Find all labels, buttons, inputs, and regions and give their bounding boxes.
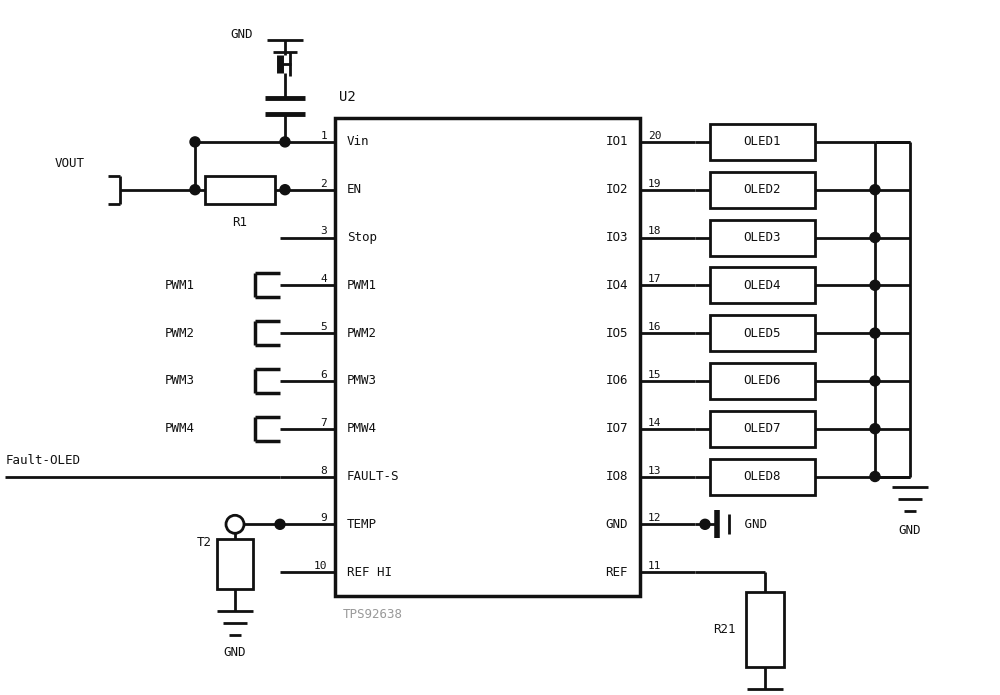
Text: 19: 19 [648,179,662,189]
FancyBboxPatch shape [710,220,815,256]
Text: IO6: IO6 [606,375,628,387]
Text: T2: T2 [197,537,212,549]
Text: EN: EN [347,183,362,196]
Text: 11: 11 [648,561,662,571]
FancyBboxPatch shape [710,124,815,160]
Text: PMW3: PMW3 [347,375,377,387]
Text: GND: GND [224,646,246,660]
Text: IO2: IO2 [606,183,628,196]
Text: 20: 20 [648,131,662,141]
Text: PWM4: PWM4 [165,422,195,435]
Text: 13: 13 [648,466,662,475]
FancyBboxPatch shape [710,363,815,399]
Text: 5: 5 [320,322,327,332]
Circle shape [870,471,880,482]
Text: IO5: IO5 [606,327,628,340]
Text: U2: U2 [339,90,356,104]
Text: Stop: Stop [347,231,377,244]
Circle shape [870,233,880,243]
Text: PWM1: PWM1 [165,279,195,292]
Circle shape [190,185,200,195]
Circle shape [275,519,285,530]
Text: R1: R1 [232,215,248,229]
Text: IO8: IO8 [606,470,628,483]
Circle shape [870,280,880,291]
Text: OLED8: OLED8 [744,470,781,483]
Text: VOUT: VOUT [55,156,85,170]
Text: 15: 15 [648,370,662,380]
Text: OLED3: OLED3 [744,231,781,244]
Text: 14: 14 [648,418,662,427]
Text: TEMP: TEMP [347,518,377,531]
Text: Vin: Vin [347,136,370,149]
Text: 16: 16 [648,322,662,332]
FancyBboxPatch shape [746,592,784,667]
Text: IO7: IO7 [606,422,628,435]
FancyBboxPatch shape [710,315,815,351]
FancyBboxPatch shape [710,411,815,447]
Text: PWM1: PWM1 [347,279,377,292]
Circle shape [870,376,880,386]
FancyBboxPatch shape [335,118,640,596]
Text: IO1: IO1 [606,136,628,149]
Text: 8: 8 [320,466,327,475]
Text: 1: 1 [320,131,327,141]
Text: 18: 18 [648,227,662,236]
Text: PWM2: PWM2 [347,327,377,340]
Text: 9: 9 [320,514,327,523]
Text: IO4: IO4 [606,279,628,292]
Text: GND: GND [737,518,767,531]
Text: Fault-OLED: Fault-OLED [6,454,81,466]
Text: PMW4: PMW4 [347,422,377,435]
Circle shape [870,328,880,338]
Circle shape [280,185,290,195]
Text: TPS92638: TPS92638 [343,607,403,621]
Circle shape [280,137,290,147]
FancyBboxPatch shape [710,172,815,208]
FancyBboxPatch shape [205,176,275,204]
Text: OLED5: OLED5 [744,327,781,340]
Text: GND: GND [899,525,921,537]
Text: 3: 3 [320,227,327,236]
Text: OLED1: OLED1 [744,136,781,149]
Circle shape [190,137,200,147]
Text: PWM2: PWM2 [165,327,195,340]
Text: R21: R21 [714,623,736,636]
Text: REF: REF [606,566,628,579]
Text: OLED4: OLED4 [744,279,781,292]
Text: 2: 2 [320,179,327,189]
Text: OLED6: OLED6 [744,375,781,387]
Text: 12: 12 [648,514,662,523]
Text: 10: 10 [314,561,327,571]
Text: 7: 7 [320,418,327,427]
Text: IO3: IO3 [606,231,628,244]
Text: OLED2: OLED2 [744,183,781,196]
Text: GND: GND [230,28,252,42]
Circle shape [870,424,880,434]
Text: FAULT-S: FAULT-S [347,470,400,483]
Text: OLED7: OLED7 [744,422,781,435]
Text: GND: GND [606,518,628,531]
Text: REF HI: REF HI [347,566,392,579]
FancyBboxPatch shape [710,459,815,495]
Text: 4: 4 [320,275,327,284]
FancyBboxPatch shape [217,539,253,589]
Circle shape [700,519,710,530]
Text: 6: 6 [320,370,327,380]
Text: PWM3: PWM3 [165,375,195,387]
FancyBboxPatch shape [710,268,815,303]
Text: 17: 17 [648,275,662,284]
Circle shape [870,185,880,195]
